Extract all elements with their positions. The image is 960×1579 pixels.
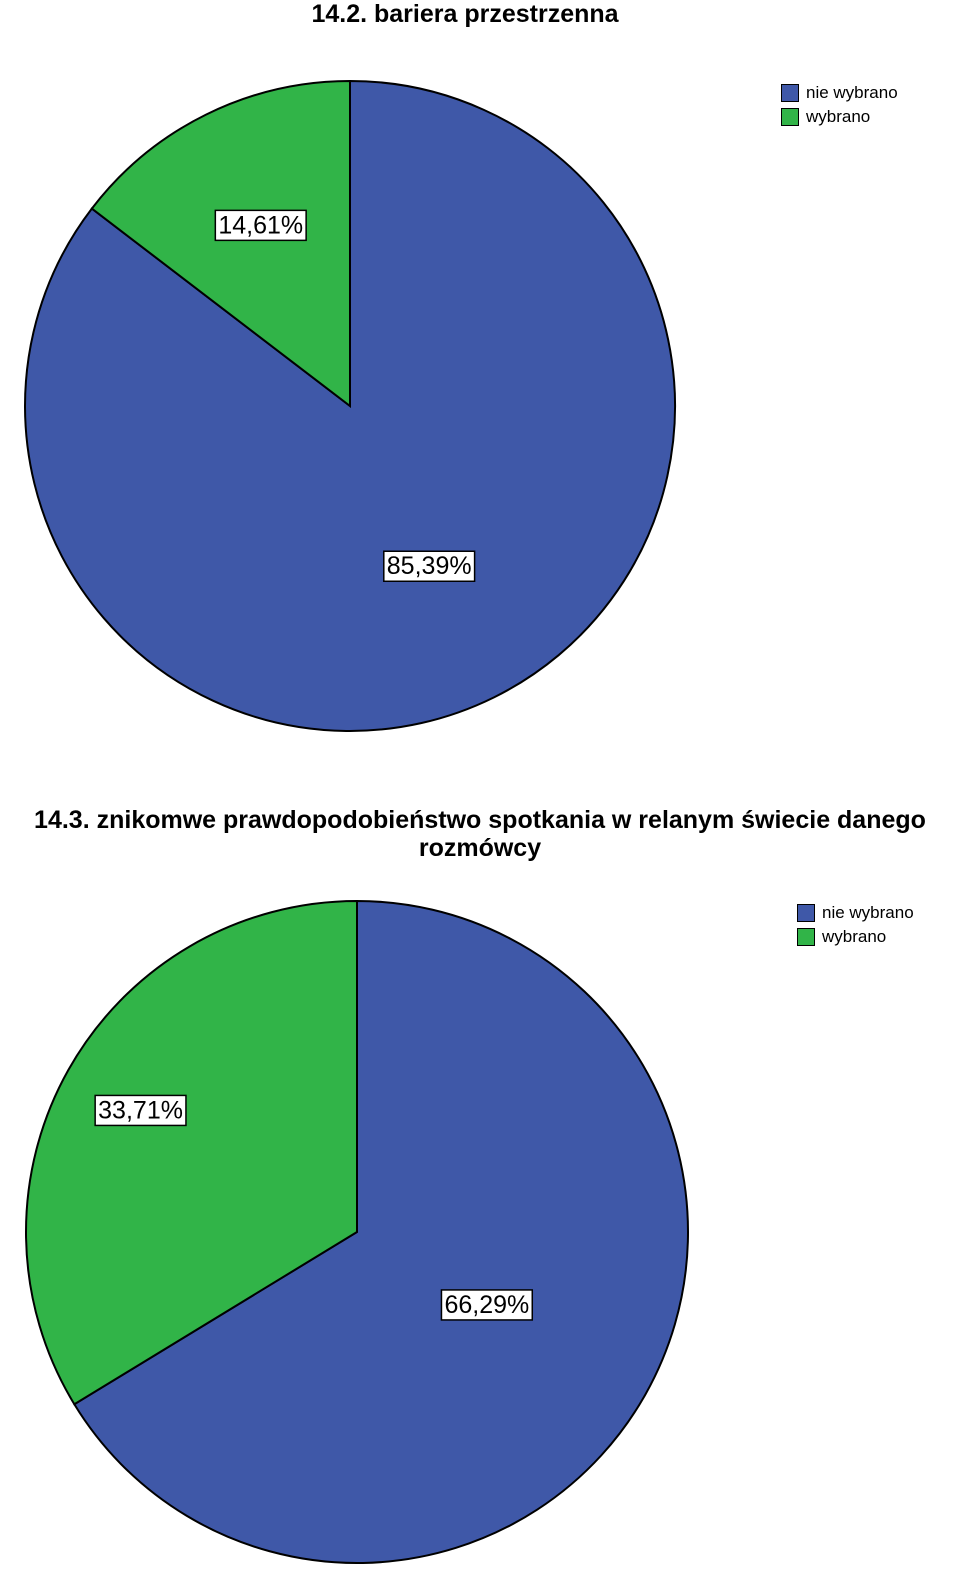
slice-value-box <box>383 550 476 582</box>
slice-value-label: 66,29% <box>440 1289 534 1321</box>
slice-value-text: 33,71% <box>98 1096 183 1124</box>
legend-swatch-nie-wybrano <box>781 84 799 102</box>
legend-item-nie-wybrano: nie wybrano <box>781 81 898 105</box>
slice-value-box <box>214 209 307 242</box>
chart-legend: nie wybrano wybrano <box>781 81 898 129</box>
slice-value-label: 85,39% <box>383 550 476 582</box>
legend-label: wybrano <box>822 927 887 946</box>
slice-value-box <box>94 1094 187 1127</box>
chart-title: 14.2. bariera przestrzenna <box>311 0 619 28</box>
legend-swatch-wybrano <box>797 928 815 946</box>
slice-value-text: 14,61% <box>218 211 303 239</box>
slice-value-text: 85,39% <box>387 552 472 580</box>
legend-item-wybrano: wybrano <box>797 925 914 949</box>
legend-swatch-wybrano <box>781 108 799 126</box>
legend-swatch-nie-wybrano <box>797 904 815 922</box>
legend-item-wybrano: wybrano <box>781 105 898 129</box>
pie-chart: 85,39% 14,61% <box>24 79 676 732</box>
slice-value-box <box>440 1289 534 1321</box>
slice-value-label: 33,71% <box>94 1094 187 1127</box>
slice-value-text: 66,29% <box>444 1291 529 1319</box>
legend-label: nie wybrano <box>822 903 914 922</box>
legend-item-nie-wybrano: nie wybrano <box>797 901 914 925</box>
legend-label: nie wybrano <box>806 83 898 102</box>
pie-slice-wybrano <box>25 899 358 1406</box>
legend-label: wybrano <box>806 107 871 126</box>
chart-title: 14.3. znikomwe prawdopodobieństwo spotka… <box>34 806 926 862</box>
slice-value-label: 14,61% <box>214 209 307 242</box>
chart-legend: nie wybrano wybrano <box>797 901 914 949</box>
pie-slice-wybrano <box>90 79 351 409</box>
pie-slice-nie-wybrano <box>24 79 676 732</box>
pie-slice-nie-wybrano <box>72 899 689 1564</box>
